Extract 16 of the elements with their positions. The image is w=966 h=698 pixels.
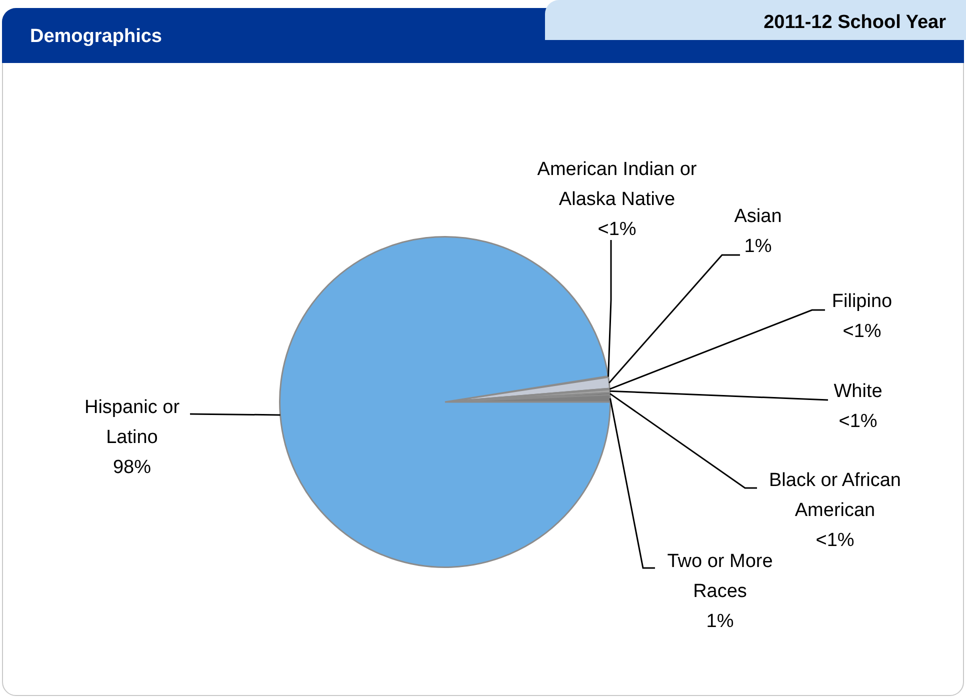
slice-label: Filipino xyxy=(832,291,892,312)
data-label: 1% xyxy=(744,236,772,258)
slice-label: American Indian or Alaska Native xyxy=(537,159,698,210)
slice-label: Hispanic or Latino xyxy=(84,397,180,448)
data-label: <1% xyxy=(816,530,854,552)
data-label: <1% xyxy=(598,219,636,240)
data-label: <1% xyxy=(842,321,882,342)
slice-label: Two or More Races xyxy=(667,551,773,602)
slice-label: White xyxy=(834,381,882,402)
data-label: 98% xyxy=(112,457,152,478)
slice-label: Black or African American xyxy=(769,470,901,522)
data-label: 1% xyxy=(706,611,734,632)
slice-label: Asian xyxy=(734,206,782,228)
chart-subtitle: 2011-12 School Year xyxy=(764,12,946,34)
data-label: <1% xyxy=(838,411,878,432)
chart-title: Demographics xyxy=(30,26,162,48)
